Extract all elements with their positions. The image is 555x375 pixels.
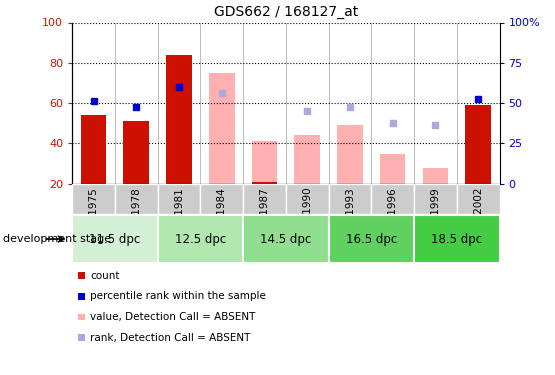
Bar [243,184,286,214]
Text: GSM21999: GSM21999 [430,187,441,243]
Text: rank, Detection Call = ABSENT: rank, Detection Call = ABSENT [90,333,251,342]
Bar [80,115,107,184]
Text: GSM21978: GSM21978 [131,187,142,243]
Bar [200,184,243,214]
Text: 14.5 dpc: 14.5 dpc [260,232,311,246]
Bar [414,215,500,263]
Bar [337,125,363,184]
Bar [158,184,200,214]
Text: 16.5 dpc: 16.5 dpc [346,232,397,246]
Text: GSM21987: GSM21987 [259,187,270,243]
Text: percentile rank within the sample: percentile rank within the sample [90,291,266,301]
Bar [329,184,371,214]
Text: count: count [90,271,120,280]
Text: development stage: development stage [3,234,111,244]
Bar [209,73,235,184]
Text: GSM22002: GSM22002 [473,187,483,243]
Text: GSM21975: GSM21975 [88,187,99,243]
Text: 12.5 dpc: 12.5 dpc [175,232,226,246]
Bar [371,184,414,214]
Bar [72,215,158,263]
Bar [414,184,457,214]
Text: 18.5 dpc: 18.5 dpc [431,232,482,246]
Title: GDS662 / 168127_at: GDS662 / 168127_at [214,5,358,19]
Bar [251,182,278,184]
Bar [243,215,329,263]
Bar [286,184,329,214]
Text: GSM21984: GSM21984 [216,187,227,243]
Bar [294,135,320,184]
Bar [422,168,448,184]
Bar [329,215,414,263]
Bar [158,215,243,263]
Text: GSM21993: GSM21993 [345,187,355,243]
Bar [72,184,115,214]
Text: GSM21990: GSM21990 [302,187,312,243]
Text: GSM21996: GSM21996 [387,187,398,243]
Bar [251,141,278,184]
Bar [380,153,406,184]
Bar [115,184,158,214]
Text: 11.5 dpc: 11.5 dpc [89,232,140,246]
Bar [123,121,149,184]
Text: GSM21981: GSM21981 [174,187,184,243]
Bar [465,105,491,184]
Bar [457,184,500,214]
Text: value, Detection Call = ABSENT: value, Detection Call = ABSENT [90,312,256,322]
Bar [166,55,192,184]
